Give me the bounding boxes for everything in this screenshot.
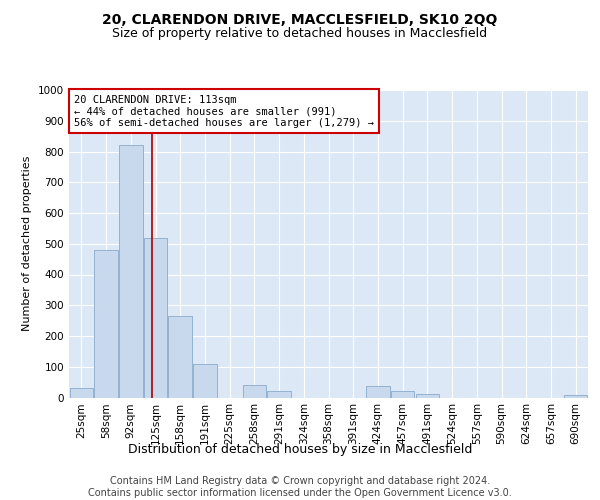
Bar — [94, 250, 118, 398]
Text: Size of property relative to detached houses in Macclesfield: Size of property relative to detached ho… — [112, 28, 488, 40]
Text: Distribution of detached houses by size in Macclesfield: Distribution of detached houses by size … — [128, 442, 472, 456]
Bar — [119, 146, 143, 398]
Bar — [169, 316, 192, 398]
Y-axis label: Number of detached properties: Number of detached properties — [22, 156, 32, 332]
Bar — [268, 392, 291, 398]
Bar — [564, 395, 587, 398]
Bar — [242, 385, 266, 398]
Bar — [70, 388, 93, 398]
Bar — [391, 392, 415, 398]
Bar — [144, 238, 167, 398]
Text: 20, CLARENDON DRIVE, MACCLESFIELD, SK10 2QQ: 20, CLARENDON DRIVE, MACCLESFIELD, SK10 … — [103, 12, 497, 26]
Text: Contains HM Land Registry data © Crown copyright and database right 2024.
Contai: Contains HM Land Registry data © Crown c… — [88, 476, 512, 498]
Bar — [416, 394, 439, 398]
Text: 20 CLARENDON DRIVE: 113sqm
← 44% of detached houses are smaller (991)
56% of sem: 20 CLARENDON DRIVE: 113sqm ← 44% of deta… — [74, 94, 374, 128]
Bar — [366, 386, 389, 398]
Bar — [193, 364, 217, 398]
